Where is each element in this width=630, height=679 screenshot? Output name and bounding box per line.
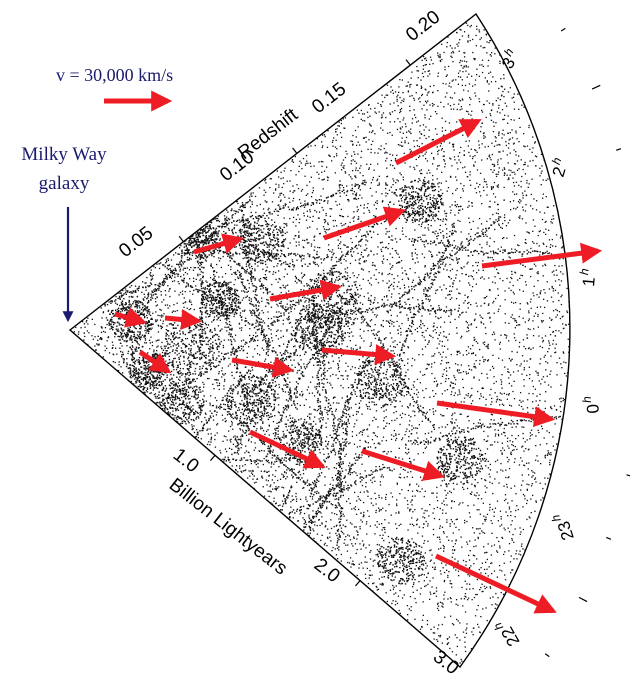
velocity-arrow	[114, 307, 148, 328]
axis-tick	[178, 235, 184, 243]
ra-label-0h-unit: h	[579, 395, 594, 403]
ra-label-1h-unit: h	[577, 267, 592, 275]
redshift-tick-0-15: 0.15	[308, 79, 350, 118]
redshift-tick-0-20: 0.20	[402, 7, 444, 46]
velocity-arrow	[321, 344, 397, 366]
axis-tick	[405, 59, 411, 66]
galaxy-label: galaxy	[39, 173, 90, 194]
axis-ticks	[178, 27, 630, 658]
velocity-arrow	[434, 553, 557, 614]
velocity-arrow	[248, 429, 326, 469]
velocity-arrow	[193, 233, 245, 255]
ra-label-1h-hour: 1	[579, 276, 599, 287]
velocity-arrow	[436, 400, 556, 428]
velocity-arrow	[138, 349, 172, 374]
axis-tick	[591, 84, 601, 90]
velocity-arrow	[323, 206, 406, 241]
velocity-arrow	[481, 242, 603, 269]
axis-tick	[209, 454, 216, 462]
milky-way-label: Milky Way	[21, 144, 107, 165]
velocity-arrow	[361, 448, 446, 481]
ra-label-22h: 22 h	[490, 620, 523, 650]
axis-tick	[292, 147, 298, 154]
velocity-arrow	[394, 118, 482, 166]
distance-tick-3-0: 3.0	[429, 646, 463, 679]
ra-label-0h-hour: 0	[583, 403, 603, 414]
ra-label-3h: 3 h	[498, 45, 519, 72]
velocity-arrow	[164, 309, 203, 330]
distance-axis-title: Billion Lightyears	[165, 474, 291, 579]
velocity-arrows	[114, 118, 603, 614]
axis-tick	[626, 474, 630, 477]
axis-tick	[560, 27, 566, 32]
distance-tick-1-0: 1.0	[169, 444, 203, 477]
axis-tick	[606, 536, 612, 540]
ra-label-1h: 1 h	[577, 267, 599, 287]
axis-tick	[578, 596, 588, 603]
axis-tick	[544, 653, 550, 658]
velocity-arrow	[231, 356, 295, 378]
axis-tick	[355, 580, 361, 587]
velocity-legend-label: v = 30,000 km/s	[56, 65, 173, 85]
axis-tick	[616, 148, 622, 151]
ra-label-2h-hour: 2	[549, 165, 570, 180]
ra-label-2h-unit: h	[549, 156, 564, 167]
ra-label-23h-hour: 23	[554, 519, 578, 543]
velocity-arrow	[269, 279, 343, 302]
redshift-tick-0-05: 0.05	[115, 223, 157, 262]
distance-tick-2-0: 2.0	[310, 554, 344, 587]
ra-label-23h-unit: h	[548, 513, 563, 524]
ra-label-23h: 23 h	[548, 513, 578, 543]
galaxy-points	[71, 14, 570, 667]
ra-label-0h: 0 h	[579, 395, 603, 414]
